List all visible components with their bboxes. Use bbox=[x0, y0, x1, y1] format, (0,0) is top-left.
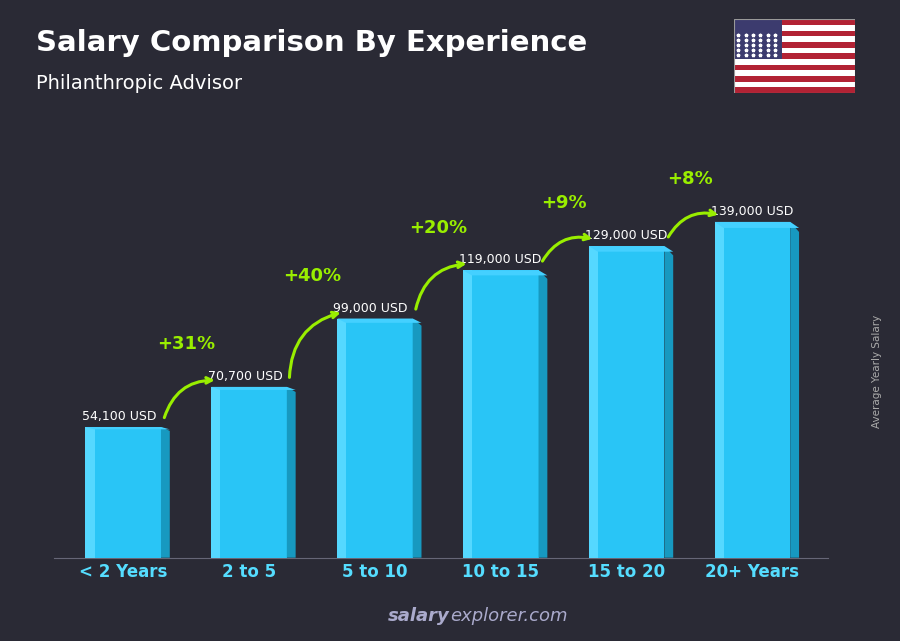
FancyBboxPatch shape bbox=[715, 222, 724, 558]
Polygon shape bbox=[212, 387, 295, 390]
Bar bbox=[734, 42, 855, 47]
FancyBboxPatch shape bbox=[212, 387, 220, 558]
Polygon shape bbox=[287, 387, 295, 558]
Bar bbox=[734, 59, 855, 65]
Polygon shape bbox=[86, 427, 170, 429]
Text: 139,000 USD: 139,000 USD bbox=[711, 205, 793, 218]
FancyBboxPatch shape bbox=[589, 246, 598, 558]
Polygon shape bbox=[413, 319, 421, 558]
Text: +31%: +31% bbox=[158, 335, 215, 353]
Text: +20%: +20% bbox=[409, 219, 467, 237]
Bar bbox=[734, 76, 855, 81]
FancyBboxPatch shape bbox=[86, 427, 161, 558]
Bar bbox=[734, 81, 855, 87]
Text: +8%: +8% bbox=[667, 171, 713, 188]
Polygon shape bbox=[664, 246, 673, 558]
Polygon shape bbox=[715, 222, 799, 228]
Text: 54,100 USD: 54,100 USD bbox=[82, 410, 157, 423]
Bar bbox=[734, 31, 855, 37]
Polygon shape bbox=[161, 427, 170, 558]
Text: Average Yearly Salary: Average Yearly Salary bbox=[872, 315, 883, 428]
Text: Philanthropic Advisor: Philanthropic Advisor bbox=[36, 74, 242, 93]
FancyBboxPatch shape bbox=[463, 271, 473, 558]
Polygon shape bbox=[589, 246, 673, 252]
Text: 70,700 USD: 70,700 USD bbox=[208, 370, 283, 383]
Bar bbox=[734, 19, 782, 59]
Bar bbox=[734, 47, 855, 53]
FancyBboxPatch shape bbox=[589, 246, 664, 558]
Bar bbox=[734, 53, 855, 59]
Text: +9%: +9% bbox=[541, 194, 587, 212]
Text: +40%: +40% bbox=[283, 267, 341, 285]
FancyBboxPatch shape bbox=[338, 319, 346, 558]
Polygon shape bbox=[463, 271, 547, 276]
FancyBboxPatch shape bbox=[338, 319, 413, 558]
Polygon shape bbox=[538, 271, 547, 558]
FancyBboxPatch shape bbox=[212, 387, 287, 558]
Text: salary: salary bbox=[388, 607, 450, 625]
Text: 129,000 USD: 129,000 USD bbox=[585, 229, 668, 242]
Bar bbox=[734, 37, 855, 42]
Text: 99,000 USD: 99,000 USD bbox=[333, 301, 408, 315]
Bar bbox=[734, 25, 855, 31]
FancyBboxPatch shape bbox=[463, 271, 538, 558]
Polygon shape bbox=[338, 319, 421, 323]
FancyBboxPatch shape bbox=[715, 222, 790, 558]
Text: explorer.com: explorer.com bbox=[450, 607, 568, 625]
Bar bbox=[734, 19, 855, 25]
Polygon shape bbox=[790, 222, 799, 558]
Text: 119,000 USD: 119,000 USD bbox=[459, 253, 542, 266]
FancyBboxPatch shape bbox=[86, 427, 94, 558]
Text: Salary Comparison By Experience: Salary Comparison By Experience bbox=[36, 29, 587, 57]
Bar bbox=[734, 65, 855, 71]
Bar bbox=[734, 87, 855, 93]
Bar bbox=[734, 71, 855, 76]
